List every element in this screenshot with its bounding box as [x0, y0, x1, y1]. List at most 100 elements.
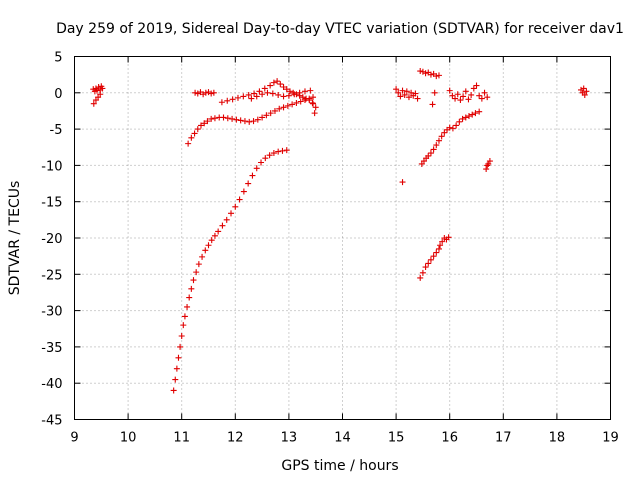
data-point: [271, 107, 278, 114]
data-point: [178, 333, 185, 340]
data-point: [280, 93, 287, 100]
y-tick-label: -5: [50, 123, 63, 138]
data-point: [285, 92, 292, 99]
data-point: [241, 118, 248, 125]
grid-lines: [74, 56, 611, 420]
data-point: [246, 118, 253, 125]
data-point: [199, 253, 206, 260]
data-point: [205, 242, 212, 249]
data-point: [465, 113, 472, 120]
data-point: [439, 238, 446, 245]
data-point: [283, 86, 290, 93]
data-point: [249, 172, 256, 179]
x-tick-label: 11: [173, 431, 190, 446]
axis-ticks: [74, 56, 611, 420]
data-point: [229, 96, 236, 103]
data-point: [290, 89, 297, 96]
data-point: [256, 88, 263, 95]
data-point: [258, 159, 265, 166]
data-point: [245, 91, 252, 98]
data-point: [427, 71, 434, 78]
data-point: [419, 269, 426, 276]
data-point: [438, 133, 445, 140]
series-arc-c: [170, 147, 290, 394]
data-points: [90, 68, 590, 394]
data-point: [220, 114, 227, 121]
data-point: [229, 115, 236, 122]
data-point: [237, 117, 244, 124]
data-point: [435, 137, 442, 144]
y-tick-label: -35: [41, 341, 62, 356]
data-point: [291, 91, 298, 98]
data-point: [205, 89, 212, 96]
data-point: [210, 89, 217, 96]
data-point: [395, 89, 402, 96]
data-point: [259, 91, 266, 98]
data-point: [211, 232, 218, 239]
data-point: [405, 94, 412, 101]
data-point: [433, 73, 440, 80]
data-point: [417, 274, 424, 281]
data-point: [202, 89, 209, 96]
series-arc-o: [446, 82, 491, 104]
data-point: [311, 110, 318, 117]
data-point: [393, 86, 400, 93]
data-point: [422, 264, 429, 271]
y-tick-label: -10: [41, 159, 62, 174]
data-point: [283, 147, 290, 154]
series-arc-b: [90, 91, 104, 107]
data-point: [472, 110, 479, 117]
x-tick-label: 12: [227, 431, 244, 446]
series-arc-g: [248, 87, 318, 117]
data-point: [234, 94, 241, 101]
data-point: [224, 97, 231, 104]
data-point: [459, 115, 466, 122]
data-point: [414, 95, 421, 102]
data-point: [251, 90, 258, 97]
data-point: [397, 93, 404, 100]
data-point: [286, 88, 293, 95]
data-point: [284, 102, 291, 109]
series-arc-d: [185, 94, 317, 147]
data-point: [297, 98, 304, 105]
data-point: [90, 100, 97, 107]
data-point: [427, 256, 434, 263]
data-point: [266, 152, 273, 159]
data-point: [483, 166, 490, 173]
data-point: [293, 99, 300, 106]
data-point: [433, 249, 440, 256]
data-point: [262, 155, 269, 162]
data-point: [240, 188, 247, 195]
data-point: [403, 88, 410, 95]
data-point: [310, 94, 317, 101]
data-point: [172, 376, 179, 383]
data-point: [269, 90, 276, 97]
data-point: [430, 253, 437, 260]
series-arc-e: [192, 89, 217, 98]
data-point: [232, 203, 239, 210]
data-point: [99, 85, 106, 92]
x-tick-label: 14: [334, 431, 351, 446]
data-point: [401, 91, 408, 98]
data-point: [460, 93, 467, 100]
x-tick-label: 16: [441, 431, 458, 446]
data-point: [274, 78, 281, 85]
y-tick-label: -15: [41, 196, 62, 211]
data-point: [254, 116, 261, 123]
data-point: [427, 150, 434, 157]
data-point: [484, 94, 491, 101]
data-point: [223, 216, 230, 223]
data-point: [228, 210, 235, 217]
data-point: [422, 70, 429, 77]
data-point: [94, 87, 101, 94]
data-point: [449, 92, 456, 99]
series-arc-i: [399, 179, 406, 186]
data-point: [581, 91, 588, 98]
data-point: [188, 134, 195, 141]
y-tick-label: -30: [41, 305, 62, 320]
data-point: [310, 100, 317, 107]
x-tick-label: 15: [388, 431, 405, 446]
data-point: [462, 114, 469, 121]
data-point: [279, 147, 286, 154]
